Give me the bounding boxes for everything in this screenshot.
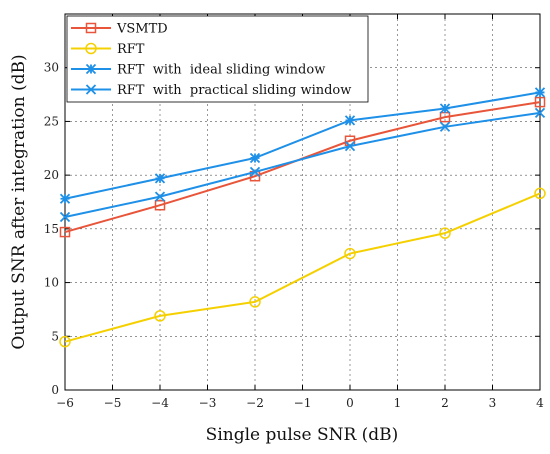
data-point (59, 226, 71, 238)
x-tick-label: 4 (536, 396, 544, 410)
data-point (439, 103, 451, 114)
y-tick-label: 5 (51, 329, 59, 343)
y-axis-label: Output SNR after integration (dB) (9, 54, 29, 349)
data-point (534, 107, 546, 118)
legend-marker (85, 84, 97, 95)
series-3 (59, 107, 546, 223)
data-point (534, 87, 546, 98)
legend-marker (85, 42, 97, 55)
legend-box (66, 15, 369, 103)
legend-item: RFT with ideal sliding window (71, 63, 325, 78)
series-group (59, 87, 546, 348)
y-tick-label: 30 (44, 61, 59, 75)
data-point (439, 227, 451, 239)
data-point (59, 335, 71, 348)
x-tick-label: −1 (294, 396, 312, 410)
data-point (59, 193, 71, 204)
y-tick-label: 25 (44, 114, 59, 128)
data-point (534, 96, 546, 108)
x-tick-label: −4 (151, 396, 169, 410)
data-point (249, 296, 261, 308)
x-tick-label: 2 (441, 396, 449, 410)
x-tick-label: 0 (346, 396, 354, 410)
data-point (59, 211, 71, 223)
legend-label: RFT with practical sliding window (117, 83, 351, 98)
data-point (249, 152, 261, 164)
grid (65, 14, 540, 390)
x-tick-label: 1 (394, 396, 402, 410)
data-point (249, 166, 261, 178)
legend-item: RFT with practical sliding window (71, 83, 351, 98)
legend-label: RFT with ideal sliding window (117, 63, 325, 78)
y-tick-label: 10 (44, 276, 59, 290)
legend-marker (85, 63, 97, 75)
legend-item: VSMTD (71, 22, 168, 37)
series-line (64, 91, 541, 200)
y-tick-label: 20 (44, 168, 59, 182)
legend: VSMTD RFT RFT with ideal sliding window RFT… (66, 15, 369, 103)
data-point (344, 247, 356, 260)
legend-label: RFT (117, 42, 145, 57)
data-point (344, 115, 356, 126)
series-2 (59, 87, 546, 204)
x-axis-label: Single pulse SNR (dB) (206, 425, 399, 445)
x-tick-label: −5 (104, 396, 122, 410)
x-tick-label: −6 (56, 396, 74, 410)
data-point (154, 191, 166, 202)
legend-item: RFT (71, 42, 145, 57)
y-tick-label: 15 (44, 222, 59, 236)
series-1 (59, 187, 546, 348)
data-point (344, 141, 356, 152)
legend-marker (85, 22, 97, 34)
data-point (534, 187, 546, 200)
x-tick-label: −3 (199, 396, 217, 410)
data-point (154, 199, 166, 211)
x-tick-label: 3 (489, 396, 497, 410)
series-line (64, 192, 541, 343)
data-point (439, 121, 451, 132)
data-point (154, 310, 166, 322)
series-line (64, 111, 541, 219)
data-point (154, 173, 166, 184)
legend-label: VSMTD (116, 22, 168, 37)
x-tick-label: −2 (246, 396, 264, 410)
y-tick-label: 0 (51, 383, 59, 397)
